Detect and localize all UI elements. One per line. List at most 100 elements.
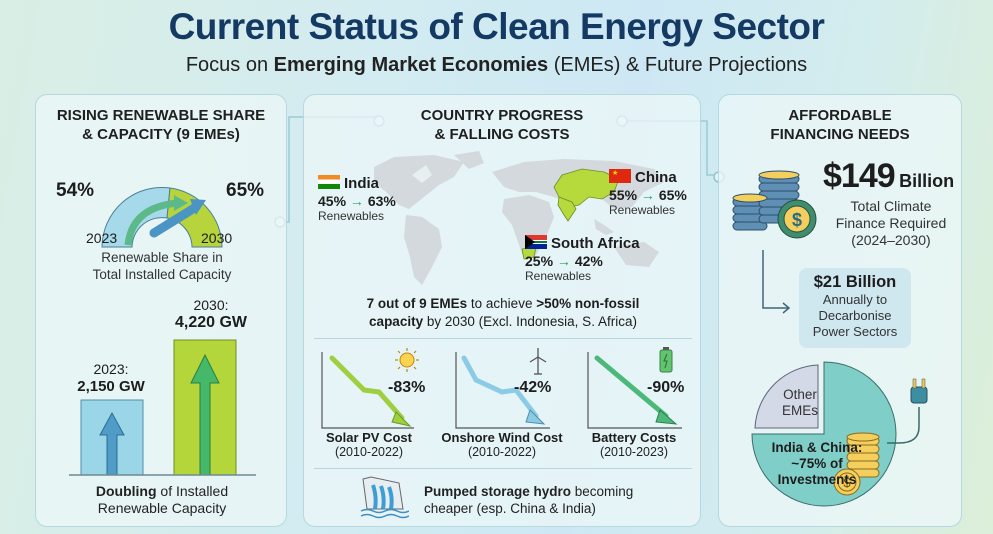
country-india: India 45% → 63% Renewables [318, 175, 396, 223]
page-subtitle: Focus on Emerging Market Economies (EMEs… [0, 54, 993, 77]
country-from: 25% [525, 253, 554, 269]
pie-label-other-emes: Other EMEs [767, 387, 833, 419]
india-flag-icon [318, 175, 340, 189]
country-name: South Africa [551, 235, 640, 252]
capacity-caption-line2: Renewable Capacity [97, 500, 227, 516]
statement-text1: to achieve [467, 296, 537, 311]
panel-title: RISING RENEWABLE SHARE & CAPACITY (9 EME… [36, 106, 286, 144]
total-unit: Billion [899, 171, 955, 191]
capacity-bar-chart [69, 339, 256, 476]
pie-label-india-china: India & China: ~75% of Investments [757, 440, 877, 488]
elbow-arrow-icon [762, 250, 791, 314]
annual-line3: Power Sectors [812, 324, 898, 339]
panel-title-line1: AFFORDABLE [788, 107, 892, 124]
gauge-caption-line1: Renewable Share in [101, 250, 223, 265]
annual-line1: Annually to [822, 292, 888, 307]
solar-change: -83% [388, 379, 426, 396]
wind-change: -42% [514, 379, 552, 396]
arrow-right-icon: → [640, 187, 655, 203]
hydro-bold: Pumped storage hydro [424, 484, 572, 499]
cost-label: Onshore Wind Cost [441, 430, 563, 445]
coin-stack-icon: $ [732, 170, 817, 239]
renewable-share-gauge [101, 186, 223, 248]
gauge-start-value: 54% [56, 180, 95, 201]
bar-2030-label: 2030: 4,220 GW [166, 297, 256, 331]
battery-cost-label: Battery Costs (2010-2023) [569, 430, 699, 459]
pie-label-line3: Investments [777, 472, 857, 487]
panel-title-line1: RISING RENEWABLE SHARE [56, 107, 266, 124]
statement-bold3: capacity [369, 314, 424, 329]
non-fossil-statement: 7 out of 9 EMEs to achieve >50% non-foss… [304, 295, 702, 331]
bar-value: 4,220 GW [174, 314, 248, 331]
page-title: Current Status of Clean Energy Sector [168, 6, 825, 47]
arrow-right-icon: → [556, 253, 571, 269]
sun-icon [395, 348, 419, 372]
country-sub: Renewables [318, 209, 385, 223]
divider [314, 338, 692, 339]
bar-value: 2,150 GW [77, 378, 145, 395]
cost-label: Battery Costs [591, 430, 677, 445]
gauge-caption-line2: Total Installed Capacity [92, 267, 232, 282]
total-amount: $149 [823, 157, 896, 195]
pumped-hydro-note: Pumped storage hydro becoming cheaper (e… [424, 483, 633, 517]
china-flag-icon: ★ [609, 169, 631, 183]
total-line1: Total Climate [850, 198, 932, 214]
annual-line2: Decarbonise [818, 308, 892, 323]
investment-pie-chart: $ [751, 361, 928, 507]
pie-label-line1: India & China: [771, 440, 863, 455]
cost-years: (2010-2022) [334, 445, 404, 459]
country-from: 55% [609, 187, 638, 203]
gold-coins-icon [833, 432, 880, 496]
svg-text:$: $ [792, 210, 802, 230]
hydro-text2: cheaper (esp. China & India) [424, 501, 596, 516]
total-line3: (2024–2030) [851, 232, 931, 248]
battery-change: -90% [647, 379, 685, 396]
svg-text:$: $ [843, 475, 851, 490]
pie-label-line2: EMEs [781, 403, 818, 418]
renewable-share-panel: RISING RENEWABLE SHARE & CAPACITY (9 EME… [35, 94, 287, 527]
hydro-dam-icon [360, 476, 409, 519]
financing-panel: AFFORDABLE FINANCING NEEDS $ $149 Billio… [718, 94, 962, 527]
country-from: 45% [318, 193, 347, 209]
total-finance: $149 Billion [823, 157, 954, 196]
gauge-end-year: 2030 [201, 230, 233, 246]
country-to: 42% [574, 253, 603, 269]
panel-title-line2: FINANCING NEEDS [770, 126, 910, 143]
panel-title: AFFORDABLE FINANCING NEEDS [719, 106, 961, 144]
total-line2: Finance Required [835, 215, 947, 231]
panel-title-line1: COUNTRY PROGRESS [420, 107, 584, 124]
solar-cost-label: Solar PV Cost (2010-2022) [304, 430, 434, 459]
panel-title-line2: & FALLING COSTS [434, 126, 570, 143]
country-china: ★ China 55% → 65% Renewables [609, 169, 687, 217]
cost-label: Solar PV Cost [326, 430, 412, 445]
wind-cost-chart [455, 352, 550, 429]
country-sub: Renewables [525, 269, 592, 283]
subtitle-prefix: Focus on [185, 54, 274, 76]
statement-bold2: >50% non-fossil [536, 296, 640, 311]
south-africa-flag-icon [525, 235, 547, 249]
subtitle-suffix: (EMEs) & Future Projections [548, 54, 808, 76]
battery-icon [659, 347, 673, 373]
country-to: 65% [658, 187, 687, 203]
hydro-text1: becoming [571, 484, 634, 499]
pie-label-line1: Other [783, 387, 817, 402]
gauge-start-year: 2023 [86, 230, 118, 246]
subtitle-emphasis: Emerging Market Economies [273, 54, 549, 76]
panel-title: COUNTRY PROGRESS & FALLING COSTS [304, 106, 700, 144]
bar-year: 2023: [93, 361, 129, 377]
pie-label-line2: ~75% of [791, 456, 843, 471]
plug-icon [887, 378, 928, 444]
battery-cost-chart [587, 352, 682, 429]
wind-turbine-icon [529, 348, 547, 375]
capacity-caption: Doubling of Installed Renewable Capacity [36, 483, 288, 517]
annual-amount: $21 Billion [813, 273, 897, 291]
country-progress-panel: COUNTRY PROGRESS & FALLING COSTS India 4… [303, 94, 701, 527]
gauge-end-value: 65% [226, 180, 265, 201]
capacity-caption-bold: Doubling [95, 483, 157, 499]
arrow-right-icon: → [349, 193, 364, 209]
statement-text2: by 2030 (Excl. Indonesia, S. Africa) [423, 314, 637, 329]
cost-years: (2010-2023) [599, 445, 669, 459]
divider [314, 468, 692, 469]
cost-trend-charts [321, 352, 682, 429]
country-sub: Renewables [609, 203, 676, 217]
